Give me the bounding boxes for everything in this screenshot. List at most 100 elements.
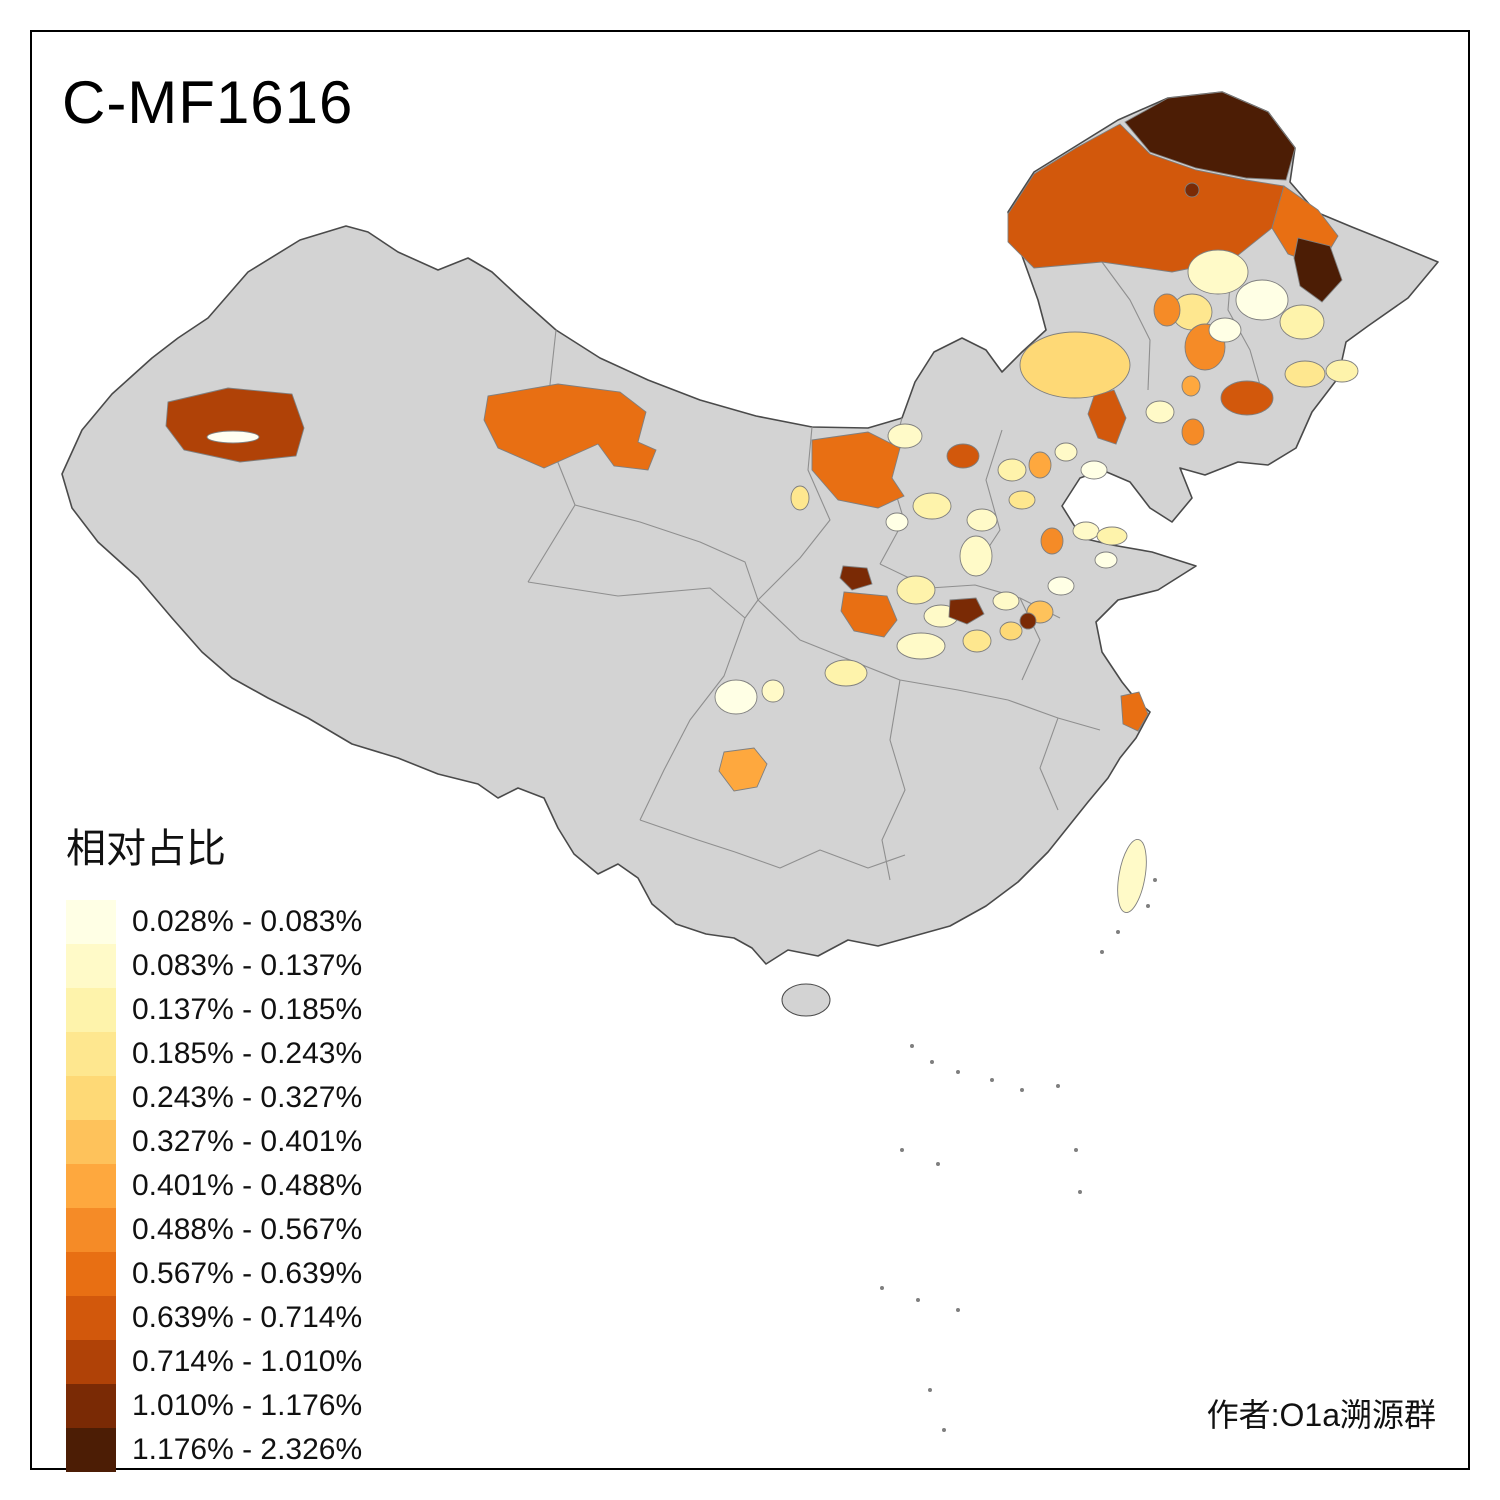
map-region (997, 458, 1027, 482)
legend-item: 0.567% - 0.639% (66, 1252, 362, 1296)
legend-label: 0.567% - 0.639% (132, 1257, 363, 1290)
map-region (790, 485, 810, 511)
choropleth-regions (165, 91, 1359, 913)
map-region (896, 575, 936, 605)
map-region (1047, 576, 1075, 596)
map-region (839, 565, 873, 591)
map-region (1008, 490, 1036, 510)
legend-swatch (66, 1120, 116, 1164)
map-region (1235, 279, 1289, 321)
map-region (912, 492, 952, 520)
legend-label: 0.243% - 0.327% (132, 1081, 363, 1114)
mainland-outline (61, 91, 1439, 965)
map-region (1019, 612, 1037, 630)
legend-item: 0.488% - 0.567% (66, 1208, 362, 1252)
map-region (1208, 317, 1242, 343)
legend-label: 0.488% - 0.567% (132, 1213, 363, 1246)
legend: 相对占比 0.028% - 0.083% 0.083% - 0.137% 0.1… (66, 816, 362, 1472)
legend-swatch (66, 1076, 116, 1120)
map-region (1054, 442, 1078, 462)
map-region (946, 443, 980, 469)
legend-item: 0.714% - 1.010% (66, 1340, 362, 1384)
legend-item: 1.176% - 2.326% (66, 1428, 362, 1472)
map-region-taiwan (1117, 839, 1147, 913)
map-region (1181, 375, 1201, 397)
map-region (962, 629, 992, 653)
map-region (761, 679, 785, 703)
map-region (948, 597, 985, 625)
map-region (1184, 182, 1200, 198)
map-region (1087, 389, 1127, 445)
legend-label: 0.714% - 1.010% (132, 1345, 363, 1378)
map-region (840, 591, 898, 638)
legend-swatch (66, 1428, 116, 1472)
legend-label: 0.401% - 0.488% (132, 1169, 363, 1202)
map-region (483, 383, 657, 471)
map-region (1120, 691, 1149, 732)
legend-swatch (66, 1340, 116, 1384)
map-region (1293, 237, 1343, 303)
sea-islands (880, 878, 1157, 1432)
legend-swatch (66, 1164, 116, 1208)
legend-item: 0.185% - 0.243% (66, 1032, 362, 1076)
map-region (718, 747, 768, 792)
legend-item: 0.639% - 0.714% (66, 1296, 362, 1340)
map-region (1153, 293, 1181, 327)
map-region (896, 632, 946, 660)
legend-swatch (66, 1252, 116, 1296)
legend-title: 相对占比 (66, 827, 226, 871)
map-region (824, 659, 868, 687)
map-region (1094, 551, 1118, 569)
legend-swatch (66, 988, 116, 1032)
legend-swatch (66, 900, 116, 944)
legend-item: 0.243% - 0.327% (66, 1076, 362, 1120)
map-region (1145, 400, 1175, 424)
legend-label: 1.176% - 2.326% (132, 1433, 363, 1466)
map-region (1284, 360, 1326, 388)
map-region (165, 387, 305, 463)
map-region (999, 621, 1023, 641)
map-region-sliver (206, 430, 260, 444)
legend-item: 0.083% - 0.137% (66, 944, 362, 988)
legend-label: 0.185% - 0.243% (132, 1037, 363, 1070)
map-region (966, 508, 998, 532)
map-region (1080, 460, 1108, 480)
legend-item: 0.137% - 0.185% (66, 988, 362, 1032)
legend-label: 1.010% - 1.176% (132, 1389, 363, 1422)
map-region (1028, 451, 1052, 479)
map-region (1096, 526, 1128, 546)
legend-item: 1.010% - 1.176% (66, 1384, 362, 1428)
legend-swatch (66, 944, 116, 988)
map-region (885, 512, 909, 532)
map-region (1220, 380, 1274, 416)
legend-swatch (66, 1384, 116, 1428)
legend-item: 0.028% - 0.083% (66, 900, 362, 944)
map-region (714, 679, 758, 715)
map-region (992, 591, 1020, 611)
legend-item: 0.401% - 0.488% (66, 1164, 362, 1208)
legend-label: 0.028% - 0.083% (132, 905, 363, 938)
map-region (959, 535, 993, 577)
page-title: C-MF1616 (62, 69, 354, 136)
author-credit: 作者:O1a溯源群 (1206, 1397, 1436, 1433)
map-region (1019, 331, 1131, 399)
legend-label: 0.639% - 0.714% (132, 1301, 363, 1334)
map-region (1124, 91, 1296, 181)
map-region (1279, 304, 1325, 340)
map-region (1325, 359, 1359, 383)
map-region (1040, 527, 1064, 555)
map-region (811, 431, 905, 509)
legend-label: 0.083% - 0.137% (132, 949, 363, 982)
legend-swatch (66, 1032, 116, 1076)
map-region (1187, 249, 1249, 295)
legend-label: 0.137% - 0.185% (132, 993, 363, 1026)
map-region (887, 423, 923, 449)
hainan-island (781, 983, 831, 1017)
legend-item: 0.327% - 0.401% (66, 1120, 362, 1164)
legend-swatch (66, 1208, 116, 1252)
legend-label: 0.327% - 0.401% (132, 1125, 363, 1158)
legend-swatch (66, 1296, 116, 1340)
map-region (1072, 521, 1100, 541)
